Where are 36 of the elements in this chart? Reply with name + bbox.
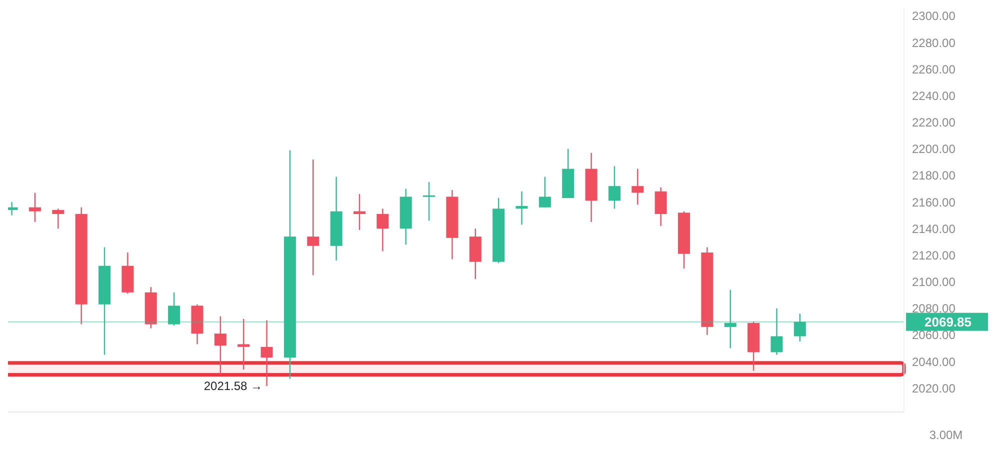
y-tick-label: 2100.00 [912,275,956,290]
y-tick-label: 2060.00 [912,328,956,342]
text: 3.00M [928,427,964,442]
candlestick [168,292,180,326]
annotation: 2021.58 → [204,379,263,394]
candlestick [724,289,736,349]
candlestick [770,308,783,356]
candlestick [28,192,41,223]
candlestick [608,166,620,210]
candlestick [654,186,667,227]
y-tick-label: 2200.00 [912,142,956,156]
y-tick-label: 2020.00 [912,381,956,396]
y-tick-label: 2080.00 [912,302,956,316]
candlestick [214,316,226,376]
y-tick-label: 2160.00 [912,195,956,210]
y-tick-label: 2180.00 [912,168,956,183]
candlestick [516,190,528,226]
y-tick-label: 2120.00 [912,248,956,262]
candlestick [632,168,644,206]
candlestick [538,176,551,208]
candlestick [307,158,320,276]
y-tick-label: 2240.00 [912,88,956,103]
candlestick [52,208,64,230]
candlestick [238,318,250,370]
candlestick [376,208,389,252]
candlestick [260,320,273,387]
y-tick-label: 2260.00 [912,62,956,76]
candlestick [794,313,806,342]
candlestick [423,181,436,222]
candlestick [353,193,366,231]
y-tick-label: 2220.00 [912,116,956,130]
y-tick-label: 2300.00 [912,9,956,24]
y-tick-label: 2280.00 [912,36,956,50]
y-tick-label: 2140.00 [912,222,956,236]
ref-line-label: 2069.85 [924,314,972,330]
y-tick-label: 2040.00 [912,354,956,369]
